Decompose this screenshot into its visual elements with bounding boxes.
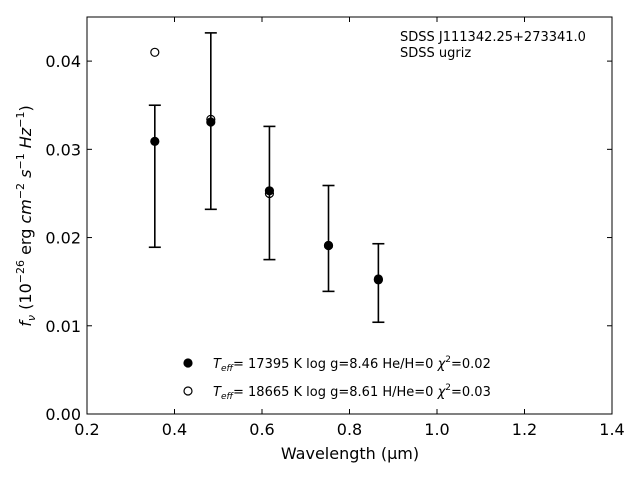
svg-text:fν (10−26 erg cm−2 s−1 Hz−1): fν (10−26 erg cm−2 s−1 Hz−1) <box>14 105 38 326</box>
annotation-line-1: SDSS J111342.25+273341.0 <box>400 30 586 45</box>
y-axis-label: fν (10−26 erg cm−2 s−1 Hz−1) <box>14 105 38 326</box>
x-tick-label: 1.2 <box>512 420 537 439</box>
model-point-open <box>150 47 160 57</box>
x-tick-label: 1.0 <box>424 420 449 439</box>
plot-frame <box>86 16 613 415</box>
legend-marker-open <box>183 386 193 396</box>
x-tick-label: 0.2 <box>74 420 99 439</box>
model-point-open <box>206 114 216 124</box>
errorbar-layer <box>148 32 385 324</box>
legend: Teff= 17395 K log g=8.46 He/H=0 χ2=0.02 T… <box>183 355 491 402</box>
y-tick-label: 0.04 <box>45 52 81 71</box>
legend-entry-label: Teff= 17395 K log g=8.46 He/H=0 χ2=0.02 <box>213 355 491 374</box>
y-tick-label: 0.00 <box>45 405 81 424</box>
x-tick-label: 0.4 <box>162 420 187 439</box>
y-tick-label: 0.02 <box>45 229 81 248</box>
x-axis-label: Wavelength (μm) <box>281 444 419 463</box>
y-tick-label: 0.03 <box>45 140 81 159</box>
model-point-open <box>373 274 383 284</box>
model-point-filled <box>264 186 275 196</box>
y-tick-label: 0.01 <box>45 317 81 336</box>
model-point-filled <box>206 117 216 127</box>
legend-entry-label: Teff= 18665 K log g=8.61 H/He=0 χ2=0.03 <box>213 383 491 402</box>
x-tick-label: 0.8 <box>337 420 362 439</box>
x-tick-label: 0.6 <box>249 420 274 439</box>
legend-marker-filled <box>183 358 193 368</box>
ticks-layer: 0.2 0.4 0.6 0.8 1.0 1.2 1.4 0.00 0.01 0.02 0.03 0.0… <box>45 17 625 439</box>
annotation-line-2: SDSS ugriz <box>400 46 471 61</box>
x-tick-label: 1.4 <box>599 420 624 439</box>
model-point-open <box>264 188 275 199</box>
points-layer <box>150 47 383 285</box>
model-point-open <box>323 240 334 251</box>
model-point-filled <box>150 136 160 146</box>
